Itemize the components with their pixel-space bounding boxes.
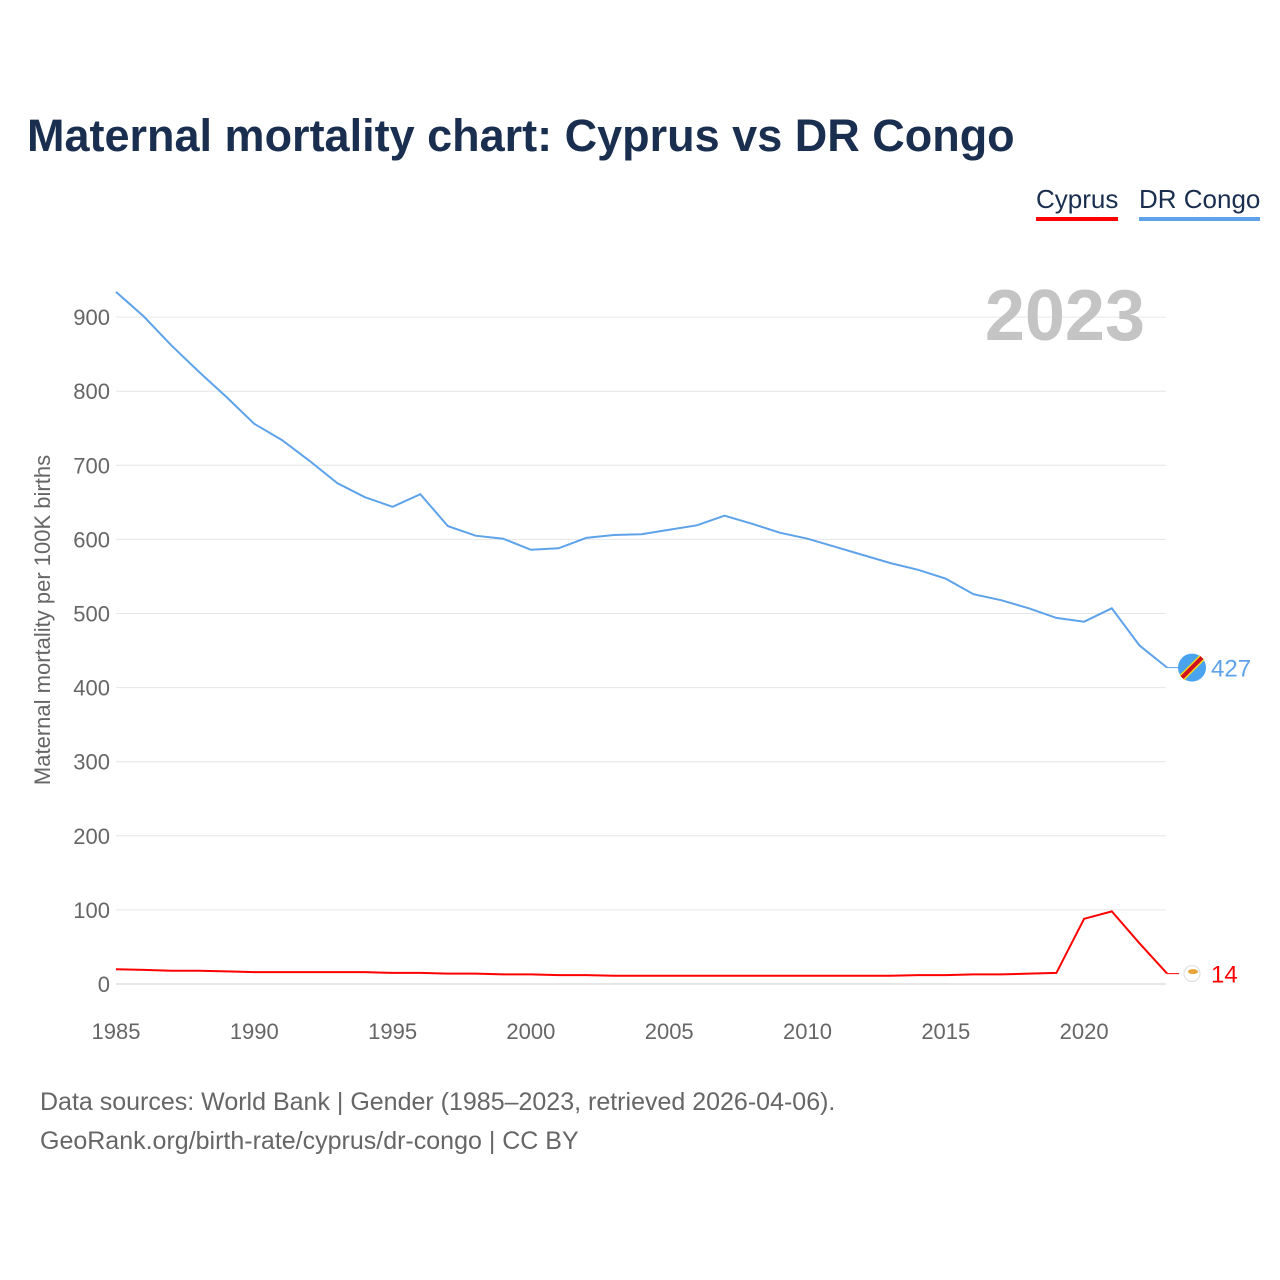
footer-link[interactable]: GeoRank.org/birth-rate/cyprus/dr-congo |…: [40, 1127, 579, 1155]
series-line-cyprus: [115, 910, 1168, 977]
x-tick-label: 2015: [921, 1019, 970, 1044]
y-tick-label: 500: [73, 602, 110, 627]
y-tick-label: 200: [73, 824, 110, 849]
legend-cyprus[interactable]: Cyprus: [1036, 184, 1119, 221]
y-axis-label: Maternal mortality per 100K births: [30, 455, 55, 785]
x-tick-label: 2005: [645, 1019, 694, 1044]
x-tick-label: 2010: [783, 1019, 832, 1044]
y-tick-label: 800: [73, 379, 110, 404]
footer-sources: Data sources: World Bank | Gender (1985–…: [40, 1088, 836, 1116]
year-label: 2023: [985, 276, 1145, 356]
chart-title: Maternal mortality chart: Cyprus vs DR C…: [27, 110, 1015, 161]
end-value-label: 14: [1211, 962, 1238, 989]
legend-dr-congo[interactable]: DR Congo: [1139, 184, 1261, 221]
x-tick-label: 1995: [368, 1019, 417, 1044]
y-tick-label: 400: [73, 676, 110, 701]
x-tick-label: 1990: [230, 1019, 279, 1044]
flag-map: [1188, 969, 1198, 975]
y-tick-label: 900: [73, 305, 110, 330]
flag-stripe: [1180, 656, 1204, 680]
y-tick-label: 700: [73, 453, 110, 478]
y-tick-label: 100: [73, 898, 110, 923]
x-tick-label: 2000: [506, 1019, 555, 1044]
y-tick-label: 300: [73, 750, 110, 775]
y-tick-label: 600: [73, 527, 110, 552]
y-tick-label: 0: [98, 972, 110, 997]
series-line-dr-congo: [115, 291, 1168, 669]
x-tick-label: 2020: [1060, 1019, 1109, 1044]
end-value-label: 427: [1211, 656, 1251, 683]
x-tick-label: 1985: [92, 1019, 141, 1044]
